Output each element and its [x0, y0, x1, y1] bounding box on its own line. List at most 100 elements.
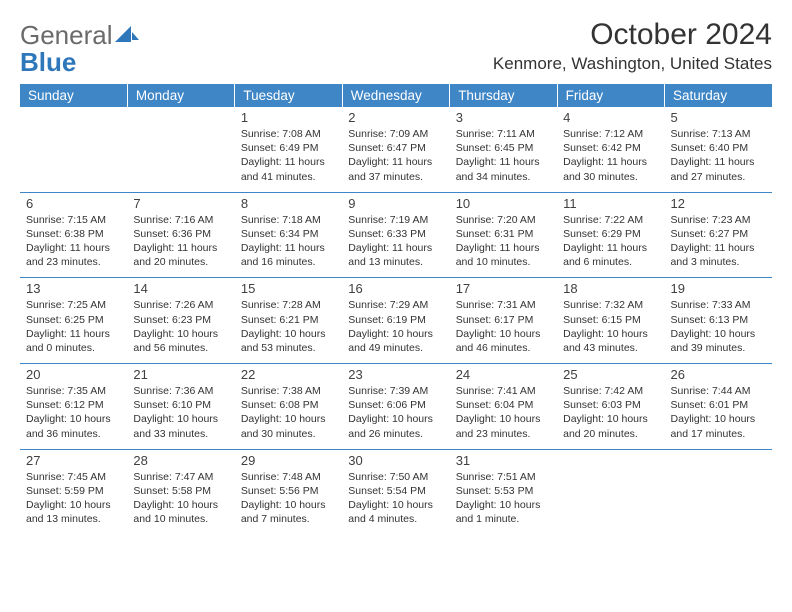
- weekday-header: Monday: [127, 84, 234, 107]
- day-details: Sunrise: 7:32 AMSunset: 6:15 PMDaylight:…: [563, 298, 658, 355]
- day-number: 2: [348, 110, 443, 125]
- day-details: Sunrise: 7:28 AMSunset: 6:21 PMDaylight:…: [241, 298, 336, 355]
- day-details: Sunrise: 7:45 AMSunset: 5:59 PMDaylight:…: [26, 470, 121, 527]
- day-details: Sunrise: 7:39 AMSunset: 6:06 PMDaylight:…: [348, 384, 443, 441]
- day-details: Sunrise: 7:12 AMSunset: 6:42 PMDaylight:…: [563, 127, 658, 184]
- day-number: 7: [133, 196, 228, 211]
- day-details: Sunrise: 7:51 AMSunset: 5:53 PMDaylight:…: [456, 470, 551, 527]
- day-details: Sunrise: 7:20 AMSunset: 6:31 PMDaylight:…: [456, 213, 551, 270]
- page-subtitle: Kenmore, Washington, United States: [493, 54, 772, 74]
- calendar-day-cell: 17 Sunrise: 7:31 AMSunset: 6:17 PMDayligh…: [450, 278, 557, 364]
- calendar-day-cell: 2 Sunrise: 7:09 AMSunset: 6:47 PMDaylight…: [342, 107, 449, 192]
- day-number: 6: [26, 196, 121, 211]
- calendar-day-cell: 22Sunrise: 7:38 AMSunset: 6:08 PMDayligh…: [235, 364, 342, 450]
- weekday-header: Friday: [557, 84, 664, 107]
- day-details: Sunrise: 7:18 AMSunset: 6:34 PMDaylight:…: [241, 213, 336, 270]
- calendar-day-cell: 9Sunrise: 7:19 AMSunset: 6:33 PMDaylight…: [342, 192, 449, 278]
- day-details: Sunrise: 7:41 AMSunset: 6:04 PMDaylight:…: [456, 384, 551, 441]
- calendar-week-row: 6 Sunrise: 7:15 AMSunset: 6:38 PMDaylight…: [20, 192, 772, 278]
- calendar-day-cell: 21 Sunrise: 7:36 AMSunset: 6:10 PMDayligh…: [127, 364, 234, 450]
- day-details: Sunrise: 7:26 AMSunset: 6:23 PMDaylight:…: [133, 298, 228, 355]
- day-number: 25: [563, 367, 658, 382]
- day-details: Sunrise: 7:36 AMSunset: 6:10 PMDaylight:…: [133, 384, 228, 441]
- calendar-day-cell: 10Sunrise: 7:20 AMSunset: 6:31 PMDayligh…: [450, 192, 557, 278]
- logo: General Blue: [20, 18, 139, 76]
- calendar-day-cell: 7 Sunrise: 7:16 AMSunset: 6:36 PMDaylight…: [127, 192, 234, 278]
- day-number: 29: [241, 453, 336, 468]
- calendar-day-cell: 31 Sunrise: 7:51 AMSunset: 5:53 PMDayligh…: [450, 449, 557, 534]
- calendar-week-row: 20Sunrise: 7:35 AMSunset: 6:12 PMDayligh…: [20, 364, 772, 450]
- day-details: Sunrise: 7:29 AMSunset: 6:19 PMDaylight:…: [348, 298, 443, 355]
- logo-part2: Blue: [20, 47, 76, 77]
- day-details: Sunrise: 7:16 AMSunset: 6:36 PMDaylight:…: [133, 213, 228, 270]
- calendar-day-cell: [127, 107, 234, 192]
- day-details: Sunrise: 7:42 AMSunset: 6:03 PMDaylight:…: [563, 384, 658, 441]
- calendar-day-cell: 5 Sunrise: 7:13 AMSunset: 6:40 PMDaylight…: [665, 107, 772, 192]
- day-number: 28: [133, 453, 228, 468]
- weekday-header: Thursday: [450, 84, 557, 107]
- day-details: Sunrise: 7:48 AMSunset: 5:56 PMDaylight:…: [241, 470, 336, 527]
- day-details: Sunrise: 7:47 AMSunset: 5:58 PMDaylight:…: [133, 470, 228, 527]
- calendar-day-cell: 6 Sunrise: 7:15 AMSunset: 6:38 PMDaylight…: [20, 192, 127, 278]
- day-details: Sunrise: 7:33 AMSunset: 6:13 PMDaylight:…: [671, 298, 766, 355]
- logo-part1: General: [20, 20, 113, 50]
- day-number: 31: [456, 453, 551, 468]
- day-number: 21: [133, 367, 228, 382]
- day-details: Sunrise: 7:23 AMSunset: 6:27 PMDaylight:…: [671, 213, 766, 270]
- header: General Blue October 2024 Kenmore, Washi…: [20, 18, 772, 76]
- calendar-day-cell: 4 Sunrise: 7:12 AMSunset: 6:42 PMDaylight…: [557, 107, 664, 192]
- day-number: 4: [563, 110, 658, 125]
- day-number: 23: [348, 367, 443, 382]
- day-details: Sunrise: 7:19 AMSunset: 6:33 PMDaylight:…: [348, 213, 443, 270]
- day-number: 3: [456, 110, 551, 125]
- day-number: 19: [671, 281, 766, 296]
- calendar-day-cell: [665, 449, 772, 534]
- calendar-day-cell: 29 Sunrise: 7:48 AMSunset: 5:56 PMDayligh…: [235, 449, 342, 534]
- calendar-day-cell: 20Sunrise: 7:35 AMSunset: 6:12 PMDayligh…: [20, 364, 127, 450]
- calendar-day-cell: 25 Sunrise: 7:42 AMSunset: 6:03 PMDayligh…: [557, 364, 664, 450]
- calendar-day-cell: 19 Sunrise: 7:33 AMSunset: 6:13 PMDayligh…: [665, 278, 772, 364]
- day-number: 24: [456, 367, 551, 382]
- weekday-header-row: Sunday Monday Tuesday Wednesday Thursday…: [20, 84, 772, 107]
- calendar-day-cell: [557, 449, 664, 534]
- day-details: Sunrise: 7:13 AMSunset: 6:40 PMDaylight:…: [671, 127, 766, 184]
- day-number: 8: [241, 196, 336, 211]
- day-number: 1: [241, 110, 336, 125]
- day-number: 17: [456, 281, 551, 296]
- calendar-day-cell: 14Sunrise: 7:26 AMSunset: 6:23 PMDayligh…: [127, 278, 234, 364]
- calendar-day-cell: 8 Sunrise: 7:18 AMSunset: 6:34 PMDaylight…: [235, 192, 342, 278]
- day-details: Sunrise: 7:38 AMSunset: 6:08 PMDaylight:…: [241, 384, 336, 441]
- day-details: Sunrise: 7:50 AMSunset: 5:54 PMDaylight:…: [348, 470, 443, 527]
- day-details: Sunrise: 7:44 AMSunset: 6:01 PMDaylight:…: [671, 384, 766, 441]
- day-details: Sunrise: 7:35 AMSunset: 6:12 PMDaylight:…: [26, 384, 121, 441]
- day-details: Sunrise: 7:25 AMSunset: 6:25 PMDaylight:…: [26, 298, 121, 355]
- day-number: 18: [563, 281, 658, 296]
- weekday-header: Tuesday: [235, 84, 342, 107]
- calendar-table: Sunday Monday Tuesday Wednesday Thursday…: [20, 84, 772, 534]
- day-number: 5: [671, 110, 766, 125]
- day-number: 26: [671, 367, 766, 382]
- day-details: Sunrise: 7:31 AMSunset: 6:17 PMDaylight:…: [456, 298, 551, 355]
- calendar-day-cell: 18 Sunrise: 7:32 AMSunset: 6:15 PMDayligh…: [557, 278, 664, 364]
- day-number: 30: [348, 453, 443, 468]
- weekday-header: Sunday: [20, 84, 127, 107]
- calendar-body: 1Sunrise: 7:08 AMSunset: 6:49 PMDaylight…: [20, 107, 772, 534]
- weekday-header: Wednesday: [342, 84, 449, 107]
- calendar-day-cell: 12Sunrise: 7:23 AMSunset: 6:27 PMDayligh…: [665, 192, 772, 278]
- day-details: Sunrise: 7:15 AMSunset: 6:38 PMDaylight:…: [26, 213, 121, 270]
- weekday-header: Saturday: [665, 84, 772, 107]
- calendar-week-row: 27 Sunrise: 7:45 AMSunset: 5:59 PMDayligh…: [20, 449, 772, 534]
- day-number: 16: [348, 281, 443, 296]
- calendar-day-cell: 28 Sunrise: 7:47 AMSunset: 5:58 PMDayligh…: [127, 449, 234, 534]
- calendar-day-cell: 11Sunrise: 7:22 AMSunset: 6:29 PMDayligh…: [557, 192, 664, 278]
- calendar-day-cell: 24 Sunrise: 7:41 AMSunset: 6:04 PMDayligh…: [450, 364, 557, 450]
- calendar-week-row: 1Sunrise: 7:08 AMSunset: 6:49 PMDaylight…: [20, 107, 772, 192]
- calendar-week-row: 13Sunrise: 7:25 AMSunset: 6:25 PMDayligh…: [20, 278, 772, 364]
- day-number: 27: [26, 453, 121, 468]
- day-details: Sunrise: 7:09 AMSunset: 6:47 PMDaylight:…: [348, 127, 443, 184]
- calendar-day-cell: 26 Sunrise: 7:44 AMSunset: 6:01 PMDayligh…: [665, 364, 772, 450]
- calendar-day-cell: 23 Sunrise: 7:39 AMSunset: 6:06 PMDayligh…: [342, 364, 449, 450]
- day-details: Sunrise: 7:22 AMSunset: 6:29 PMDaylight:…: [563, 213, 658, 270]
- calendar-day-cell: 30 Sunrise: 7:50 AMSunset: 5:54 PMDayligh…: [342, 449, 449, 534]
- calendar-day-cell: 16 Sunrise: 7:29 AMSunset: 6:19 PMDayligh…: [342, 278, 449, 364]
